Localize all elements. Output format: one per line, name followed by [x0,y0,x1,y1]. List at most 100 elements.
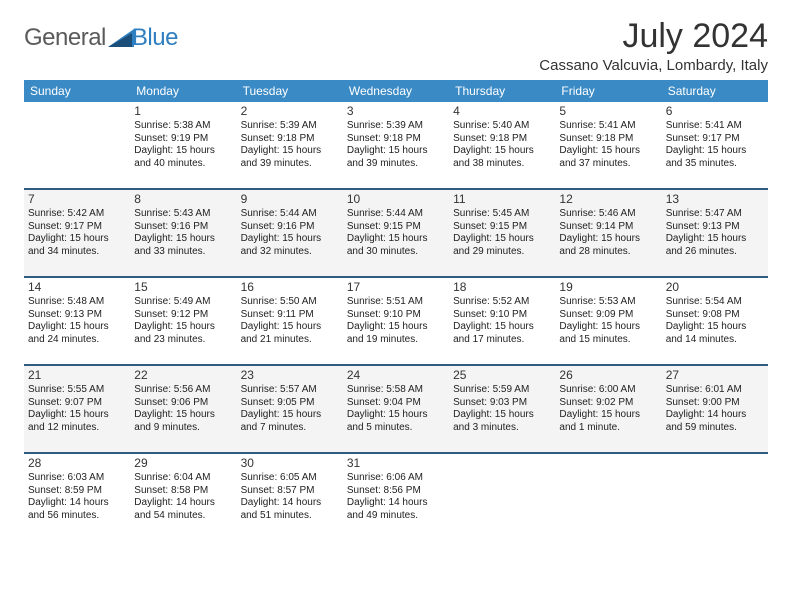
daylight-text: Daylight: 15 hours [666,145,764,158]
daylight-text: and 29 minutes. [453,246,551,259]
sunset-text: Sunset: 9:18 PM [347,133,445,146]
daylight-text: and 37 minutes. [559,158,657,171]
sunset-text: Sunset: 9:14 PM [559,221,657,234]
daylight-text: and 32 minutes. [241,246,339,259]
sunrise-text: Sunrise: 6:03 AM [28,472,126,485]
daylight-text: and 7 minutes. [241,422,339,435]
day-number: 14 [28,280,126,295]
sunrise-text: Sunrise: 5:38 AM [134,120,232,133]
daylight-text: and 51 minutes. [241,510,339,523]
daylight-text: and 24 minutes. [28,334,126,347]
day-number: 16 [241,280,339,295]
day-number: 27 [666,368,764,383]
sunset-text: Sunset: 9:17 PM [28,221,126,234]
sunrise-text: Sunrise: 5:41 AM [559,120,657,133]
daylight-text: and 14 minutes. [666,334,764,347]
sunset-text: Sunset: 8:59 PM [28,485,126,498]
day-header: Friday [555,80,661,102]
daylight-text: Daylight: 15 hours [453,145,551,158]
daylight-text: and 1 minute. [559,422,657,435]
daylight-text: Daylight: 15 hours [453,409,551,422]
daylight-text: Daylight: 15 hours [347,321,445,334]
day-number: 18 [453,280,551,295]
daylight-text: Daylight: 15 hours [28,409,126,422]
daylight-text: Daylight: 15 hours [559,321,657,334]
daylight-text: Daylight: 15 hours [453,233,551,246]
calendar-week-row: 1Sunrise: 5:38 AMSunset: 9:19 PMDaylight… [24,102,768,189]
calendar-day-cell: 14Sunrise: 5:48 AMSunset: 9:13 PMDayligh… [24,277,130,365]
sunrise-text: Sunrise: 5:44 AM [347,208,445,221]
day-number: 25 [453,368,551,383]
daylight-text: and 34 minutes. [28,246,126,259]
daylight-text: Daylight: 15 hours [347,233,445,246]
calendar-page: General Blue July 2024 Cassano Valcuvia,… [0,0,792,558]
logo-text-blue: Blue [132,27,178,49]
daylight-text: and 39 minutes. [241,158,339,171]
sunrise-text: Sunrise: 6:05 AM [241,472,339,485]
logo-text-general: General [24,24,106,52]
calendar-day-cell: 24Sunrise: 5:58 AMSunset: 9:04 PMDayligh… [343,365,449,453]
month-title: July 2024 [539,18,768,55]
daylight-text: Daylight: 15 hours [134,321,232,334]
calendar-day-cell: 23Sunrise: 5:57 AMSunset: 9:05 PMDayligh… [237,365,343,453]
daylight-text: Daylight: 15 hours [241,321,339,334]
calendar-day-cell: 15Sunrise: 5:49 AMSunset: 9:12 PMDayligh… [130,277,236,365]
logo: General Blue [24,18,178,52]
daylight-text: Daylight: 14 hours [347,497,445,510]
daylight-text: and 19 minutes. [347,334,445,347]
calendar-day-cell [662,453,768,540]
calendar-day-cell: 17Sunrise: 5:51 AMSunset: 9:10 PMDayligh… [343,277,449,365]
location-text: Cassano Valcuvia, Lombardy, Italy [539,57,768,74]
calendar-body: 1Sunrise: 5:38 AMSunset: 9:19 PMDaylight… [24,102,768,540]
calendar-day-cell: 9Sunrise: 5:44 AMSunset: 9:16 PMDaylight… [237,189,343,277]
sunset-text: Sunset: 9:04 PM [347,397,445,410]
sunset-text: Sunset: 9:15 PM [347,221,445,234]
calendar-day-cell: 29Sunrise: 6:04 AMSunset: 8:58 PMDayligh… [130,453,236,540]
day-number: 5 [559,104,657,119]
daylight-text: and 12 minutes. [28,422,126,435]
daylight-text: Daylight: 14 hours [134,497,232,510]
sunrise-text: Sunrise: 5:57 AM [241,384,339,397]
calendar-day-cell: 25Sunrise: 5:59 AMSunset: 9:03 PMDayligh… [449,365,555,453]
sunset-text: Sunset: 9:02 PM [559,397,657,410]
sunrise-text: Sunrise: 5:46 AM [559,208,657,221]
day-number: 11 [453,192,551,207]
day-number: 22 [134,368,232,383]
sunset-text: Sunset: 9:10 PM [453,309,551,322]
sunrise-text: Sunrise: 5:55 AM [28,384,126,397]
day-number: 10 [347,192,445,207]
sunrise-text: Sunrise: 5:59 AM [453,384,551,397]
calendar-day-cell: 20Sunrise: 5:54 AMSunset: 9:08 PMDayligh… [662,277,768,365]
sunset-text: Sunset: 9:18 PM [241,133,339,146]
calendar-day-cell: 10Sunrise: 5:44 AMSunset: 9:15 PMDayligh… [343,189,449,277]
daylight-text: and 35 minutes. [666,158,764,171]
calendar-week-row: 28Sunrise: 6:03 AMSunset: 8:59 PMDayligh… [24,453,768,540]
daylight-text: and 21 minutes. [241,334,339,347]
calendar-day-cell: 21Sunrise: 5:55 AMSunset: 9:07 PMDayligh… [24,365,130,453]
day-number: 13 [666,192,764,207]
title-block: July 2024 Cassano Valcuvia, Lombardy, It… [539,18,768,74]
day-number: 17 [347,280,445,295]
sunset-text: Sunset: 9:15 PM [453,221,551,234]
calendar-day-cell: 16Sunrise: 5:50 AMSunset: 9:11 PMDayligh… [237,277,343,365]
calendar-table: SundayMondayTuesdayWednesdayThursdayFrid… [24,80,768,540]
daylight-text: Daylight: 15 hours [347,145,445,158]
day-number: 23 [241,368,339,383]
calendar-week-row: 21Sunrise: 5:55 AMSunset: 9:07 PMDayligh… [24,365,768,453]
daylight-text: and 56 minutes. [28,510,126,523]
daylight-text: Daylight: 15 hours [241,233,339,246]
day-number: 19 [559,280,657,295]
calendar-day-cell: 19Sunrise: 5:53 AMSunset: 9:09 PMDayligh… [555,277,661,365]
calendar-header-row: SundayMondayTuesdayWednesdayThursdayFrid… [24,80,768,102]
sunrise-text: Sunrise: 6:06 AM [347,472,445,485]
daylight-text: and 15 minutes. [559,334,657,347]
sunrise-text: Sunrise: 5:41 AM [666,120,764,133]
daylight-text: and 38 minutes. [453,158,551,171]
calendar-day-cell: 8Sunrise: 5:43 AMSunset: 9:16 PMDaylight… [130,189,236,277]
calendar-day-cell: 27Sunrise: 6:01 AMSunset: 9:00 PMDayligh… [662,365,768,453]
sunrise-text: Sunrise: 5:52 AM [453,296,551,309]
day-header: Tuesday [237,80,343,102]
day-number: 29 [134,456,232,471]
sunrise-text: Sunrise: 5:51 AM [347,296,445,309]
daylight-text: Daylight: 15 hours [241,409,339,422]
